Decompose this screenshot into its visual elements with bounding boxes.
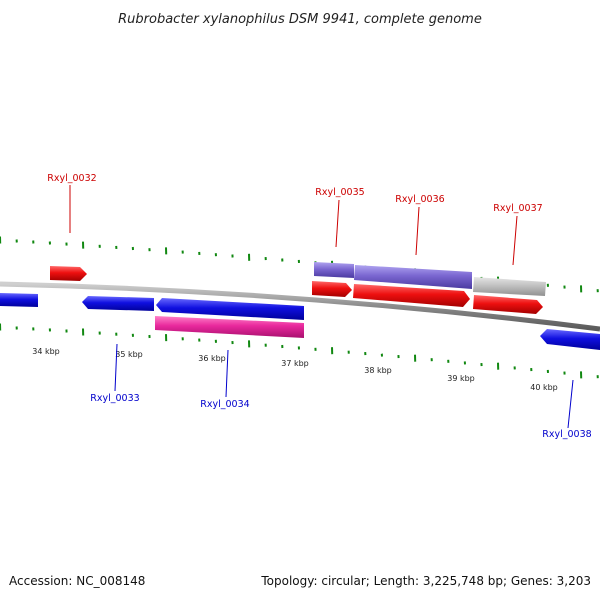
feature-rxyl-0037-gene[interactable]: [473, 277, 546, 296]
topology-text: Topology: circular; Length: 3,225,748 bp…: [260, 574, 591, 588]
gene-label-rxyl-0037[interactable]: Rxyl_0037: [493, 203, 542, 214]
feature-rxyl-0035-cds[interactable]: [312, 281, 352, 297]
feature-rxyl-0034-cds[interactable]: [156, 298, 304, 320]
feature-left-edge[interactable]: [0, 293, 38, 307]
kbp-label: 39 kbp: [447, 374, 475, 383]
gene-label-rxyl-0038[interactable]: Rxyl_0038: [542, 429, 591, 440]
leader-line: [225, 349, 229, 398]
kbp-label: 36 kbp: [198, 354, 226, 363]
feature-rxyl-0034-rna[interactable]: [155, 316, 304, 338]
leader-line: [415, 206, 420, 256]
gene-label-rxyl-0035[interactable]: Rxyl_0035: [315, 187, 364, 198]
feature-rxyl-0036-gene[interactable]: [354, 265, 472, 289]
kbp-label: 35 kbp: [115, 350, 143, 359]
map-title: Rubrobacter xylanophilus DSM 9941, compl…: [118, 12, 482, 27]
feature-rxyl-0036-cds[interactable]: [353, 284, 470, 307]
gene-label-rxyl-0036[interactable]: Rxyl_0036: [395, 194, 444, 205]
bottom-tick-track: [0, 323, 599, 379]
forward-gene-labels: Rxyl_0032 Rxyl_0035 Rxyl_0036 Rxyl_0037: [47, 173, 543, 266]
kbp-label: 34 kbp: [32, 347, 60, 356]
feature-rxyl-0033[interactable]: [82, 296, 154, 311]
gene-label-rxyl-0033[interactable]: Rxyl_0033: [90, 393, 139, 404]
leader-line: [567, 379, 574, 429]
feature-rxyl-0037-cds[interactable]: [473, 295, 543, 314]
genome-backbone: [0, 281, 600, 332]
accession-text: Accession: NC_008148: [9, 574, 145, 588]
kbp-label: 37 kbp: [281, 359, 309, 368]
leader-line: [114, 343, 118, 392]
gene-label-rxyl-0032[interactable]: Rxyl_0032: [47, 173, 96, 184]
feature-rxyl-0032[interactable]: [50, 266, 87, 281]
kbp-label: 38 kbp: [364, 366, 392, 375]
leader-line: [512, 215, 518, 266]
feature-rxyl-0035-gene[interactable]: [314, 262, 354, 278]
kbp-scale: 34 kbp 35 kbp 36 kbp 37 kbp 38 kbp 39 kb…: [32, 347, 558, 392]
gene-label-rxyl-0034[interactable]: Rxyl_0034: [200, 399, 249, 410]
reverse-gene-labels: Rxyl_0033 Rxyl_0034 Rxyl_0038: [90, 343, 592, 440]
leader-line: [335, 199, 340, 248]
feature-rxyl-0038[interactable]: [540, 329, 600, 350]
kbp-label: 40 kbp: [530, 383, 558, 392]
